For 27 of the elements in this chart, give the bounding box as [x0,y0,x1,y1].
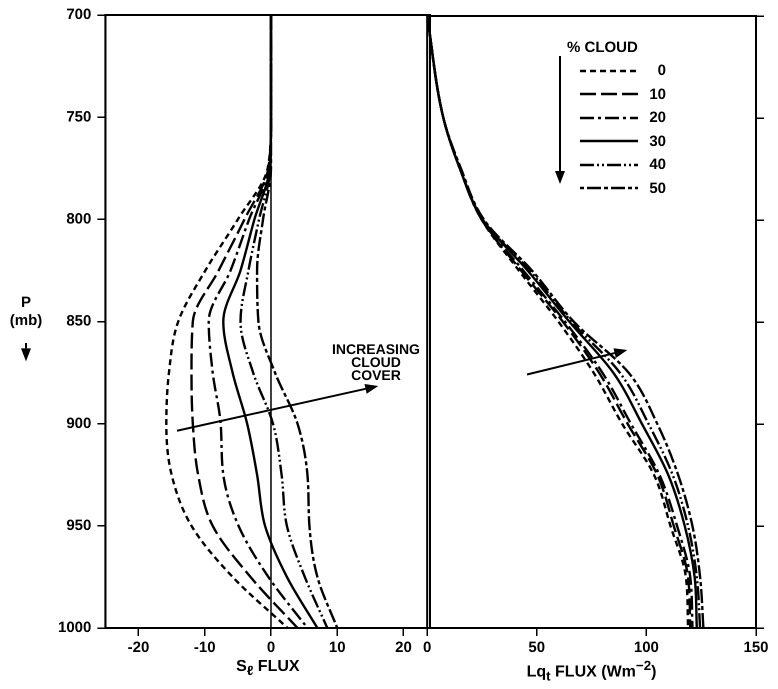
x-axis-title: Lq$_{t}$ FLUX (Wm$^{−2}$) [526,658,656,684]
y-tick-label: 950 [66,516,92,534]
legend-label: 0 [656,62,666,80]
legend-label: 20 [648,109,666,126]
x-tick-label: 20 [395,639,412,656]
x-tick-label: 150 [743,639,769,656]
legend-label: 40 [648,156,666,174]
x-tick-label: 100 [634,639,659,656]
x-axis-title: S$_{ℓ}$ FLUX [236,658,300,678]
x-tick-label: 0 [423,639,432,656]
legend-title: % CLOUD [567,39,639,58]
y-tick-label: 850 [66,312,92,330]
y-tick-label: 750 [66,108,92,126]
y-tick-label: 900 [66,414,92,432]
annotation: INCREASING CLOUD COVER [331,340,421,383]
x-tick-label: 0 [266,639,276,656]
x-tick-label: -10 [194,639,216,656]
y-tick-label: 800 [66,210,92,228]
y-tick-label: 1000 [58,619,92,636]
y-tick-label: 700 [66,6,92,24]
legend-label: 10 [648,86,666,103]
legend-label: 50 [648,180,666,197]
x-tick-label: -20 [128,639,150,656]
x-tick-label: 50 [528,639,546,656]
y-axis-title: P (mb) [8,294,44,330]
legend-label: 30 [648,132,666,150]
x-tick-label: 10 [328,639,346,656]
